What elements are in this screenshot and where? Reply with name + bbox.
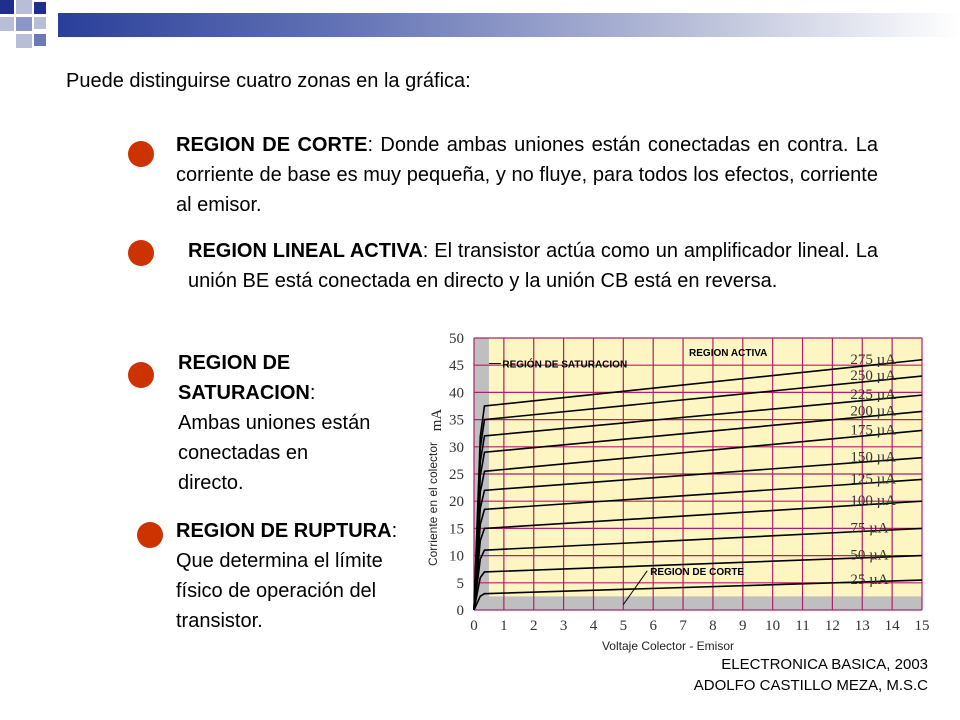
region-text: : Ambas uniones están conectadas en dire… bbox=[178, 382, 371, 494]
series-line bbox=[473, 358, 923, 611]
credit-block: ELECTRONICA BASICA, 2003 ADOLFO CASTILLO… bbox=[694, 654, 928, 696]
series-label: 125 µA bbox=[850, 471, 896, 487]
region-text: : Donde ambas uniones están conectadas e… bbox=[176, 134, 879, 216]
region-title: REGION DE RUPTURA bbox=[176, 520, 392, 542]
title-bar-decoration bbox=[0, 0, 960, 50]
deco-square bbox=[34, 2, 46, 14]
intro-text: Puede distinguirse cuatro zonas en la gr… bbox=[66, 70, 471, 92]
x-tick-label: 1 bbox=[500, 618, 508, 634]
region-title: REGION LINEAL ACTIVA bbox=[188, 240, 423, 262]
credit-line: ADOLFO CASTILLO MEZA, M.S.C bbox=[693, 677, 928, 694]
region-saturacion: REGION DE SATURACION: Ambas uniones está… bbox=[178, 348, 378, 498]
series-label: 200 µA bbox=[850, 403, 896, 419]
deco-square bbox=[16, 34, 32, 48]
y-tick-label: 40 bbox=[449, 385, 464, 401]
annotation-saturacion: REGIÓN DE SATURACION bbox=[502, 358, 627, 371]
y-tick-label: 0 bbox=[457, 603, 465, 619]
bullet-icon bbox=[128, 240, 154, 266]
deco-square bbox=[0, 0, 14, 14]
series-label: 225 µA bbox=[850, 387, 896, 403]
deco-square bbox=[34, 17, 46, 29]
series-label: 275 µA bbox=[850, 352, 896, 368]
bullet-icon bbox=[128, 362, 154, 388]
x-tick-label: 0 bbox=[470, 618, 478, 634]
deco-square bbox=[16, 0, 32, 14]
x-tick-label: 13 bbox=[855, 618, 870, 634]
y-tick-label: 5 bbox=[457, 576, 465, 592]
y-tick-label: 15 bbox=[449, 521, 464, 537]
x-tick-label: 15 bbox=[915, 618, 930, 634]
region-text: : Que determina el límite físico de oper… bbox=[176, 520, 398, 632]
x-tick-label: 11 bbox=[795, 618, 809, 634]
y-tick-label: 50 bbox=[449, 331, 464, 347]
x-tick-label: 12 bbox=[825, 618, 840, 634]
series-label: 150 µA bbox=[850, 450, 896, 466]
region-title: REGION DE SATURACION bbox=[178, 352, 310, 404]
series-label: 25 µA bbox=[850, 572, 888, 588]
title-gradient-bar bbox=[58, 13, 960, 37]
x-axis-label: Voltaje Colector - Emisor bbox=[602, 639, 734, 653]
series-label: 250 µA bbox=[850, 368, 896, 384]
series-label: 50 µA bbox=[850, 548, 888, 564]
region-corte: REGION DE CORTE: Donde ambas uniones est… bbox=[176, 130, 878, 220]
y-tick-label: 35 bbox=[449, 413, 464, 429]
bullet-icon bbox=[128, 141, 154, 167]
deco-square bbox=[34, 34, 46, 46]
credit-line: ELECTRONICA BASICA, 2003 bbox=[721, 656, 928, 673]
region-ruptura: REGION DE RUPTURA: Que determina el lími… bbox=[176, 516, 420, 636]
x-tick-label: 14 bbox=[885, 618, 901, 634]
y-tick-label: 25 bbox=[449, 467, 464, 483]
x-tick-label: 4 bbox=[590, 618, 598, 634]
series-label: 100 µA bbox=[850, 493, 896, 509]
annotation-activa: REGION ACTIVA bbox=[689, 348, 767, 359]
y-axis-unit: mA bbox=[429, 409, 445, 432]
series-label: 175 µA bbox=[850, 422, 896, 438]
x-tick-label: 2 bbox=[530, 618, 538, 634]
x-tick-label: 9 bbox=[739, 618, 747, 634]
region-activa: REGION LINEAL ACTIVA: El transistor actú… bbox=[188, 236, 878, 296]
y-tick-label: 45 bbox=[449, 358, 464, 374]
x-tick-label: 7 bbox=[679, 618, 687, 634]
deco-square bbox=[0, 17, 14, 31]
deco-square bbox=[16, 17, 32, 31]
x-tick-label: 6 bbox=[649, 618, 657, 634]
y-tick-label: 20 bbox=[449, 494, 464, 510]
annotation-leader bbox=[622, 570, 648, 605]
series-line bbox=[473, 579, 923, 611]
transistor-characteristic-chart: 0 1 2 3 4 5 6 7 8 9 10 11 12 13 14 15051015202530354045… bbox=[426, 331, 930, 653]
bullet-icon bbox=[137, 522, 163, 548]
region-title: REGION DE CORTE bbox=[176, 134, 368, 156]
region-text: : El transistor actúa como un amplificad… bbox=[188, 240, 878, 292]
y-tick-label: 30 bbox=[449, 440, 464, 456]
x-tick-label: 8 bbox=[709, 618, 717, 634]
cutoff-shade bbox=[474, 596, 922, 610]
y-axis-label: Corriente en el colector bbox=[426, 442, 440, 566]
x-tick-label: 3 bbox=[560, 618, 568, 634]
series-line bbox=[473, 527, 923, 611]
series-line bbox=[473, 554, 923, 611]
x-tick-label: 5 bbox=[620, 618, 628, 634]
series-label: 75 µA bbox=[850, 520, 888, 536]
annotation-corte: REGION DE CORTE bbox=[650, 567, 744, 578]
x-tick-label: 10 bbox=[765, 618, 780, 634]
y-tick-label: 10 bbox=[449, 549, 464, 565]
